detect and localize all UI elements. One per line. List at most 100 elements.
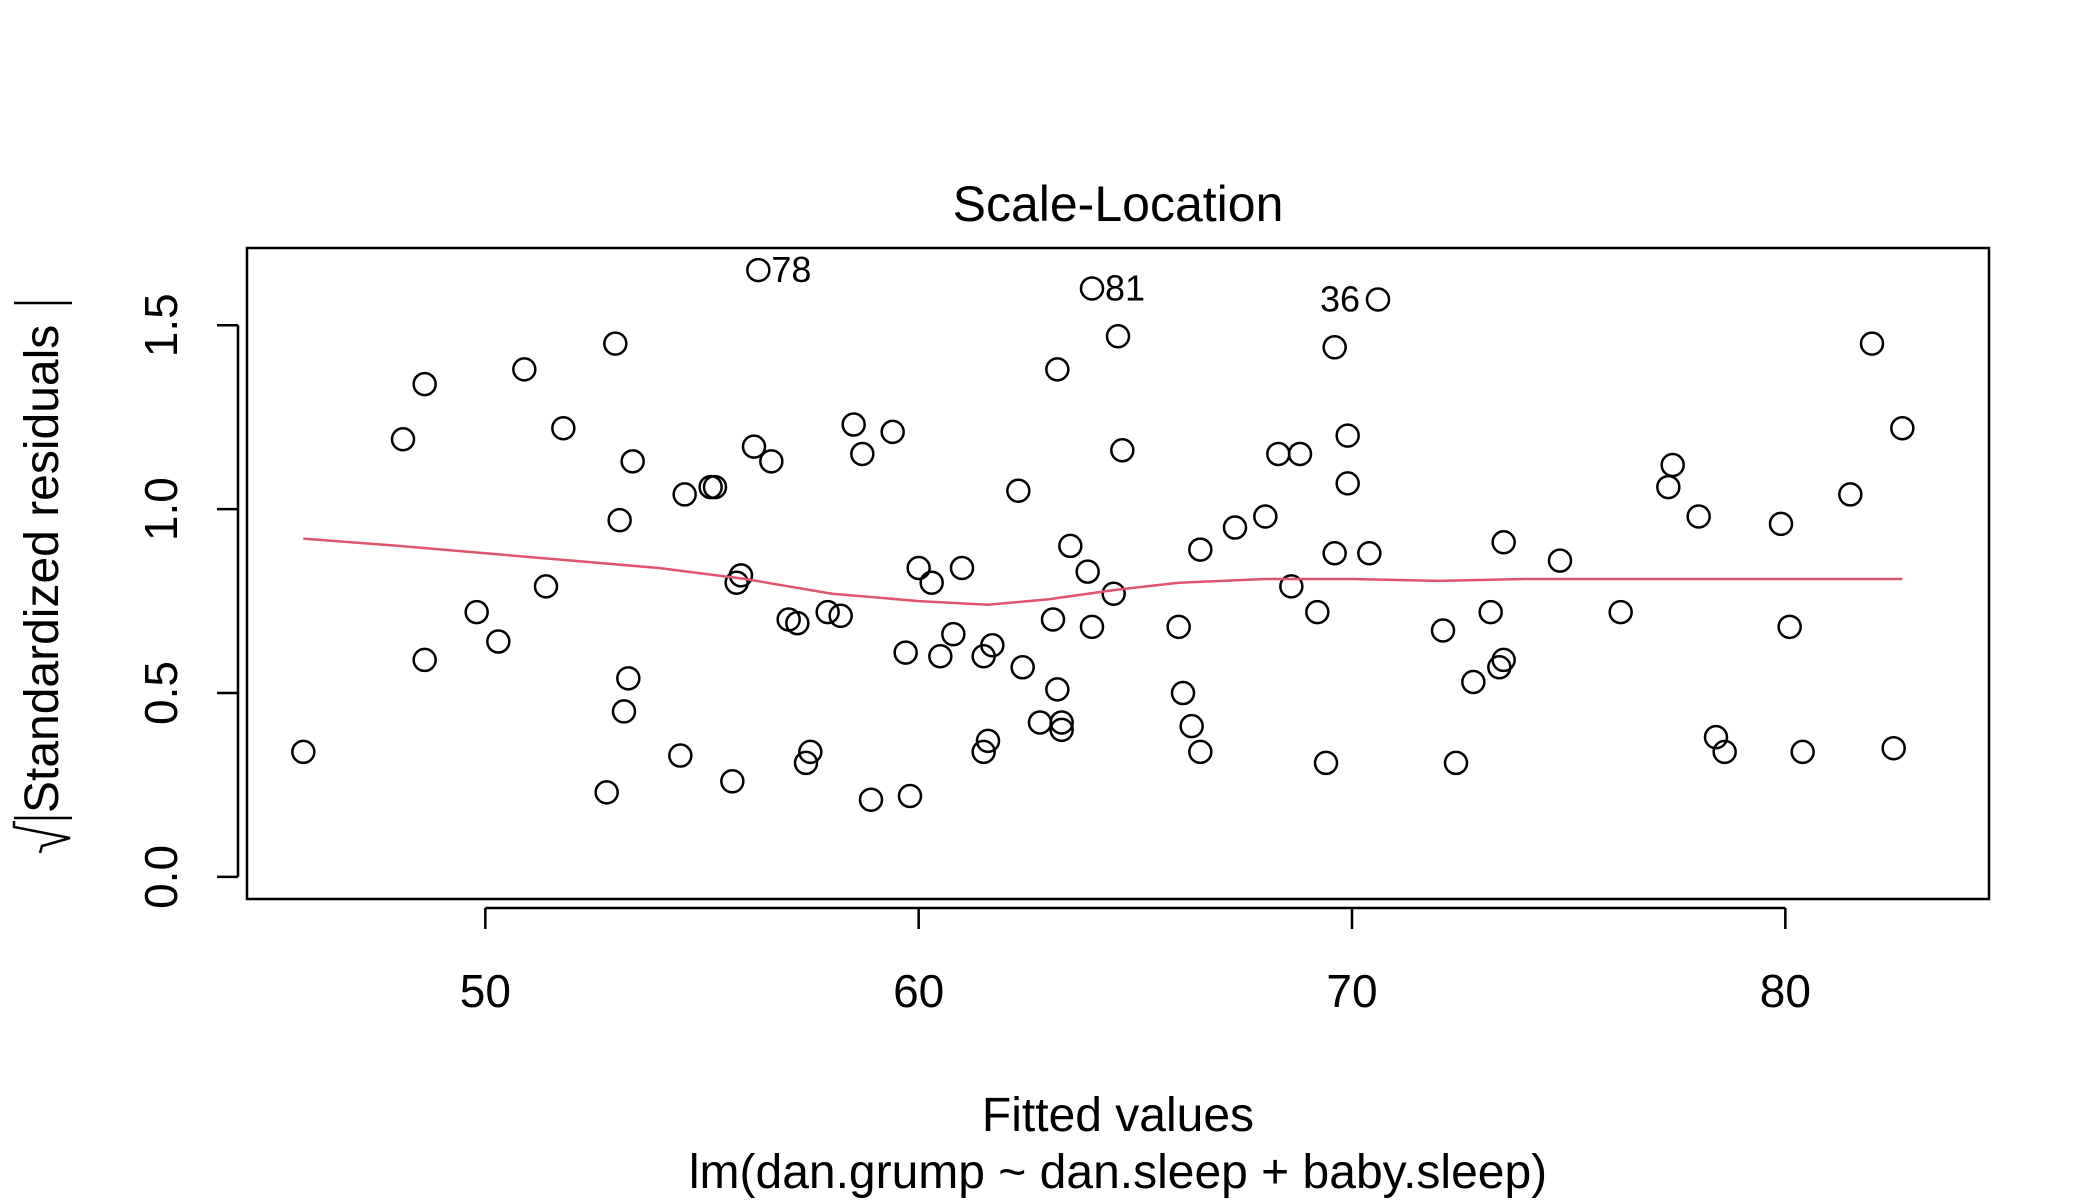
data-point [1357, 541, 1382, 566]
data-point [720, 769, 745, 794]
data-point [1461, 669, 1486, 695]
data-point [1305, 599, 1330, 625]
data-point [672, 482, 697, 507]
y-tick-label: 0.0 [135, 845, 187, 909]
data-point [1101, 581, 1126, 606]
smooth-line-layer [303, 537, 1903, 607]
data-point [1049, 717, 1074, 743]
data-point [1179, 713, 1204, 739]
data-point [850, 441, 875, 467]
data-point [668, 743, 693, 768]
data-point [464, 599, 489, 625]
data-point [1188, 537, 1213, 562]
y-tick-label: 1.5 [135, 293, 187, 357]
data-point [1777, 614, 1802, 640]
data-point [291, 739, 316, 765]
data-point [616, 666, 641, 691]
data-point [1430, 618, 1456, 643]
data-point [897, 783, 923, 809]
data-point [1313, 750, 1339, 776]
data-point [603, 331, 628, 356]
data-point [1266, 441, 1291, 467]
data-point [1040, 607, 1066, 632]
data-point [1608, 599, 1633, 625]
data-point [412, 647, 437, 673]
x-tick-label: 60 [893, 965, 944, 1017]
data-point [551, 415, 576, 441]
data-point [728, 563, 754, 588]
data-point [620, 449, 645, 474]
plot-frame [245, 246, 1991, 901]
data-point [741, 434, 767, 459]
data-point [815, 599, 840, 625]
data-point [1188, 739, 1213, 765]
data-point [1287, 441, 1313, 467]
data-point [1045, 677, 1070, 702]
data-point [1838, 482, 1863, 507]
data-points [291, 257, 1915, 812]
data-point [906, 555, 931, 581]
data-point [1322, 541, 1347, 566]
data-point [1079, 614, 1105, 640]
x-tick-label: 70 [1326, 965, 1377, 1017]
data-point [594, 780, 619, 805]
data-point [1656, 474, 1681, 500]
data-point [1049, 710, 1074, 735]
data-point [486, 629, 511, 654]
data-point [1660, 452, 1685, 478]
data-point [798, 739, 823, 765]
data-point [1335, 471, 1360, 496]
y-tick-label: 0.5 [135, 661, 187, 725]
data-point [1712, 739, 1737, 765]
point-label: 36 [1320, 278, 1360, 319]
data-point [1110, 438, 1135, 463]
point-labels: 78 81 36 [771, 249, 1360, 319]
data-point [611, 699, 637, 724]
data-point [1365, 287, 1391, 312]
data-point [759, 449, 784, 474]
data-point [1491, 647, 1516, 673]
data-point [1478, 599, 1503, 625]
data-point [390, 427, 416, 452]
chart-subtitle: lm(dan.grump ~ dan.sleep + baby.sleep) [689, 1146, 1547, 1199]
y-axis-label-text: Standardized residuals [16, 325, 69, 813]
data-point [1045, 357, 1070, 382]
y-axis-label: Standardized residuals [12, 301, 72, 854]
data-point [1703, 724, 1729, 750]
data-point [1105, 324, 1131, 349]
data-point [1443, 750, 1469, 776]
data-point [702, 474, 728, 500]
data-point [412, 371, 437, 397]
chart-title: Scale-Location [953, 176, 1284, 232]
data-point [1253, 504, 1278, 529]
data-point [1058, 533, 1083, 559]
data-point [1075, 559, 1100, 584]
smooth-line [303, 537, 1903, 607]
data-point [1890, 415, 1915, 441]
data-point [858, 787, 884, 812]
data-point [1881, 735, 1906, 761]
data-point [1010, 655, 1035, 680]
data-point [1491, 529, 1516, 555]
data-point [1322, 335, 1347, 360]
data-point [1166, 614, 1191, 640]
x-axis: 50 60 70 80 [460, 906, 1811, 1017]
x-tick-label: 80 [1760, 965, 1811, 1017]
data-point [607, 507, 632, 533]
data-point [928, 644, 953, 669]
data-point [512, 357, 537, 382]
x-tick-label: 50 [460, 965, 511, 1017]
data-point [941, 621, 966, 647]
y-tick-label: 1.0 [135, 477, 187, 541]
data-point [1790, 739, 1815, 765]
data-point [1768, 511, 1794, 537]
data-point [533, 574, 559, 599]
data-point [1170, 680, 1196, 706]
data-point [1027, 710, 1053, 735]
data-point [1547, 548, 1573, 573]
data-point [746, 257, 771, 283]
data-point [1006, 478, 1031, 503]
data-point [1079, 276, 1105, 301]
point-label: 78 [771, 249, 811, 290]
